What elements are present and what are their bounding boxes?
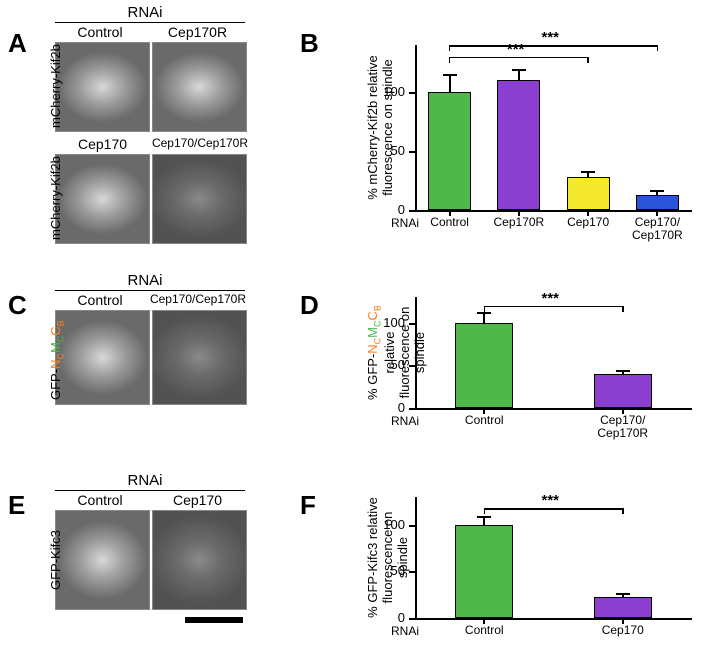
panel-a-ylabel-bottom: mCherry-Kif2b (48, 156, 63, 240)
panel-c-rnai-header: RNAi (115, 272, 175, 289)
panel-c-cond-1: Cep170/Cep170R (148, 292, 248, 306)
panel-a-img-control (55, 42, 150, 132)
panel-a-img-cep170r (152, 42, 247, 132)
figure-root: A RNAi Control Cep170R mCherry-Kif2b Cep… (0, 0, 712, 657)
chart-bar (636, 195, 679, 210)
scale-bar (185, 617, 243, 623)
panel-a-cond-2: Cep170 (55, 136, 150, 152)
chart-bar (455, 525, 513, 618)
chart-bar (428, 92, 471, 210)
chart-bar (455, 323, 513, 408)
panel-a-cond-0: Control (55, 24, 145, 40)
chart-bar (594, 374, 652, 408)
panel-b-chart: 050100ControlCep170RCep170Cep170/ Cep170… (370, 15, 700, 255)
panel-a-header-line (55, 22, 245, 23)
panel-a-ylabel-top: mCherry-Kif2b (48, 44, 63, 128)
panel-c-cond-0: Control (55, 292, 145, 308)
panel-a-cond-1: Cep170R (150, 24, 245, 40)
panel-a-img-double (152, 154, 247, 244)
panel-c-img-double (152, 310, 247, 405)
panel-e-rnai-header: RNAi (115, 472, 175, 489)
panel-e-img-control (55, 510, 150, 610)
panel-a-rnai-header: RNAi (115, 4, 175, 21)
chart-bar (567, 177, 610, 210)
panel-e-header-line (55, 490, 245, 491)
panel-b-label: B (300, 28, 319, 59)
panel-f-label: F (300, 490, 316, 521)
chart-bar (594, 597, 652, 618)
panel-c-label: C (8, 290, 27, 321)
panel-d-chart: 050100ControlCep170/ Cep170RRNAi% GFP-NC… (370, 275, 700, 450)
panel-e-label: E (8, 490, 25, 521)
panel-e-cond-0: Control (55, 492, 145, 508)
panel-c-img-control (55, 310, 150, 405)
chart-bar (497, 80, 540, 210)
panel-c-header-line (55, 290, 245, 291)
panel-a-img-cep170 (55, 154, 150, 244)
panel-a-cond-3: Cep170/Cep170R (150, 136, 250, 150)
panel-e-ylabel: GFP-Kifc3 (48, 530, 63, 590)
panel-a-label: A (8, 28, 27, 59)
panel-f-chart: 050100ControlCep170RNAi% GFP-Kifc3 relat… (370, 475, 700, 650)
panel-e-cond-1: Cep170 (150, 492, 245, 508)
panel-c-ylabel: GFP-NCMCCB (48, 320, 66, 400)
panel-e-img-cep170 (152, 510, 247, 610)
panel-d-label: D (300, 290, 319, 321)
